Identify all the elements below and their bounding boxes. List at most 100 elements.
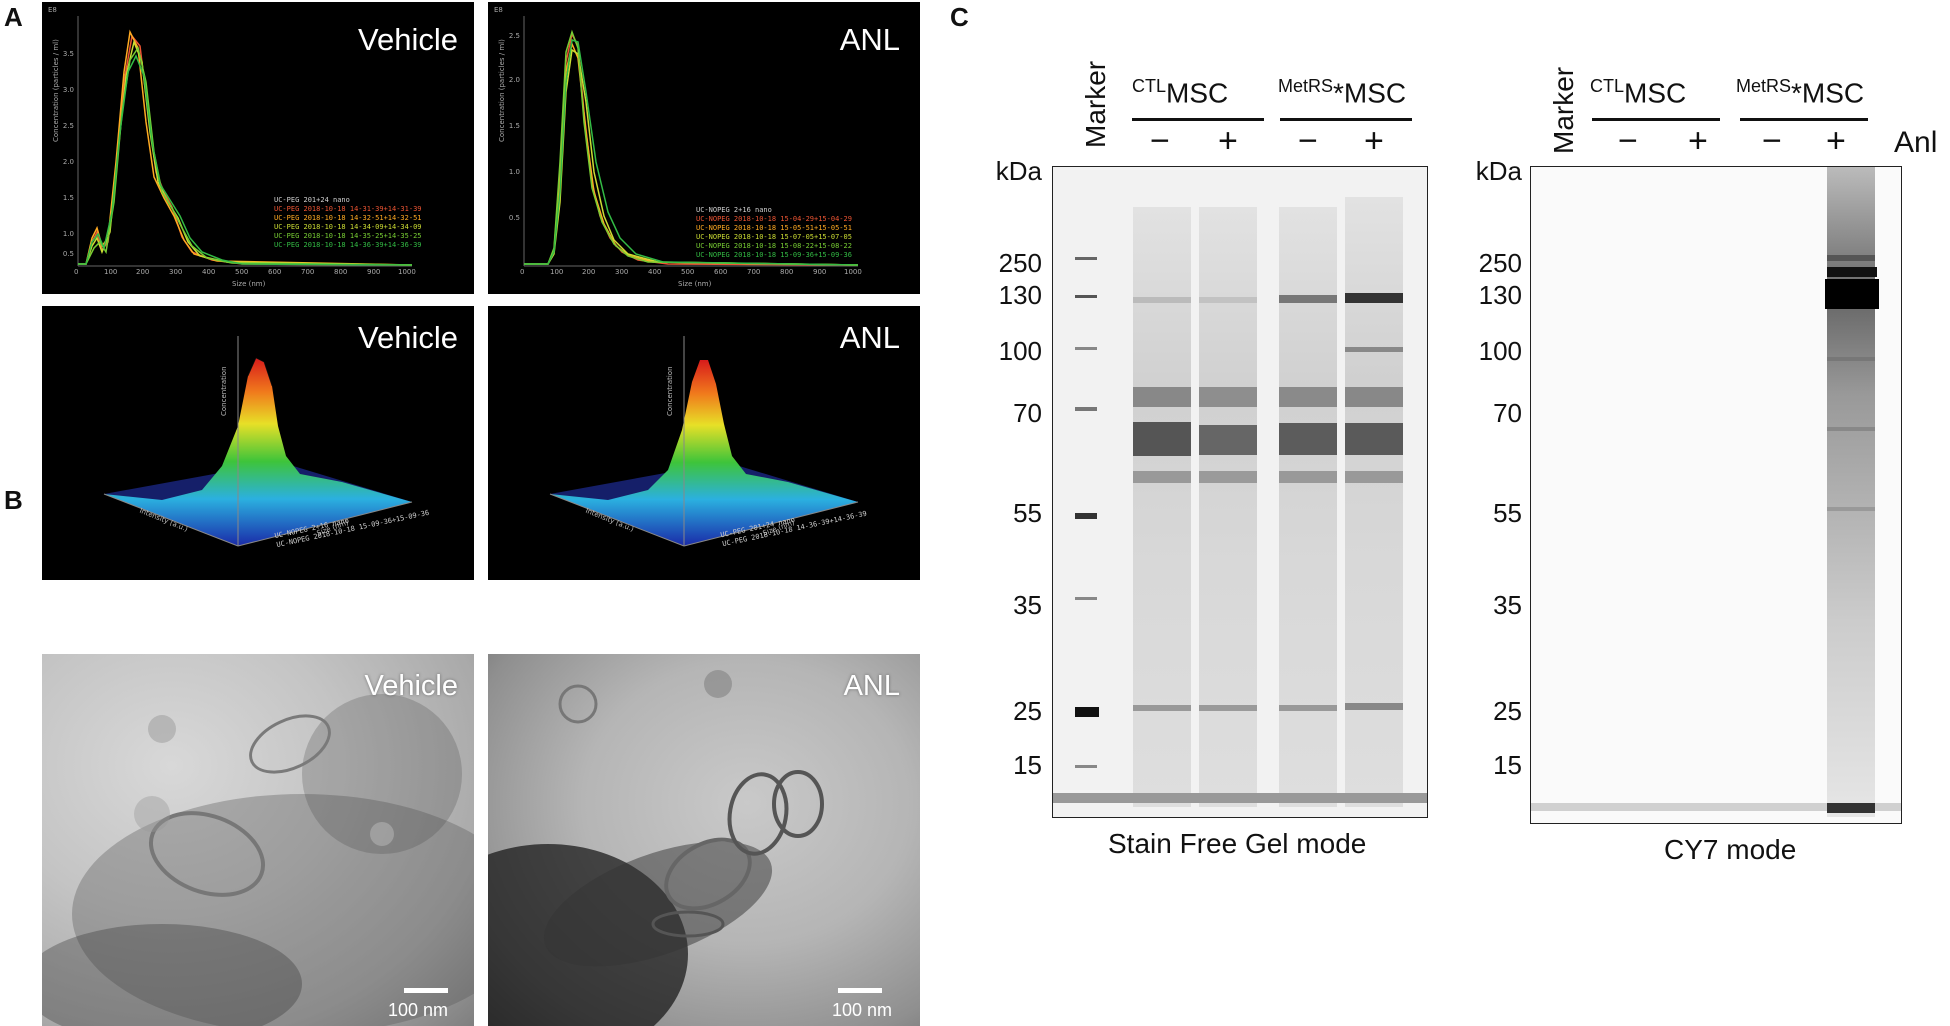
- y-tick: 0.5: [508, 214, 520, 222]
- tem-image-vehicle: Vehicle 100 nm: [42, 654, 474, 1026]
- mw-label: 25: [1013, 696, 1042, 726]
- mw-label: 250: [1478, 248, 1522, 278]
- x-tick: 600: [268, 268, 282, 276]
- x-tick: 800: [334, 268, 348, 276]
- nta-3d-surface-anl: [549, 336, 859, 547]
- y-tick: 1.0: [62, 230, 74, 238]
- x-tick: 400: [648, 268, 662, 276]
- y-tick-stack: 2.5 2.0 1.5 1.0 0.5: [494, 12, 522, 262]
- group-metrs-sup: MetRS: [1736, 76, 1792, 96]
- group-ctl-name: MSC: [1166, 77, 1229, 109]
- y-tick: 3.0: [62, 86, 74, 94]
- panel-label-b: B: [4, 485, 23, 515]
- unit-label: E8: [48, 6, 57, 14]
- scale-label: 100 nm: [832, 1000, 893, 1020]
- caption-cy7: CY7 mode: [1664, 834, 1797, 865]
- group-ctl-header-right: CTLMSC: [1590, 76, 1686, 109]
- x-ticks: 0 100 200 300 400 500 600 700 800 900 10…: [518, 268, 868, 278]
- panel-label-a: A: [4, 2, 23, 32]
- mw-label: 70: [1493, 398, 1522, 428]
- legend-line: UC-PEG 2018-10-18 14-35-25+14-35-25: [274, 232, 422, 240]
- group-metrs-underline: [1280, 118, 1412, 121]
- plus-sign: +: [1364, 122, 1384, 160]
- nta-size-plot-vehicle: E8 3.5 3.0 2.5 2.0 1.5 1.0 0.5 Concentra…: [42, 2, 474, 294]
- x-tick: 100: [104, 268, 118, 276]
- mw-label: 70: [1013, 398, 1042, 428]
- x-tick: 300: [169, 268, 183, 276]
- panel-title: ANL: [839, 22, 900, 57]
- y-tick: 0.5: [62, 250, 74, 258]
- panel-title: Vehicle: [358, 320, 458, 355]
- x-tick: 600: [714, 268, 728, 276]
- y-tick: 2.0: [62, 158, 74, 166]
- blot-stain-free-bands: [1053, 197, 1427, 807]
- kda-label-right: kDa: [1475, 156, 1522, 186]
- minus-sign: −: [1762, 122, 1782, 160]
- mw-label: 250: [998, 248, 1042, 278]
- plus-sign: +: [1688, 122, 1708, 160]
- legend-line: UC-NOPEG 2018-10-18 15-05-51+15-05-51: [696, 224, 852, 232]
- x-tick: 300: [615, 268, 629, 276]
- group-metrs-underline: [1740, 118, 1868, 121]
- x-tick: 900: [367, 268, 381, 276]
- mw-label: 55: [1013, 498, 1042, 528]
- x-ticks: 0 100 200 300 400 500 600 700 800 900 10…: [72, 268, 422, 278]
- tem-label: ANL: [843, 670, 900, 702]
- mw-label: 100: [998, 336, 1042, 366]
- x-tick: 200: [136, 268, 150, 276]
- plus-sign: +: [1218, 122, 1238, 160]
- y-tick: 1.0: [508, 168, 520, 176]
- tem-texture-vehicle: [42, 694, 474, 1026]
- legend-header: UC-NOPEG 2+16 nano: [696, 206, 772, 214]
- x-tick: 900: [813, 268, 827, 276]
- group-metrs-name: *MSC: [1791, 77, 1865, 109]
- nta-3d-plot-vehicle: Concentration Size (nm) Intensity (a.u.)…: [42, 306, 474, 580]
- x-tick: 700: [301, 268, 315, 276]
- group-ctl-name: MSC: [1624, 77, 1687, 109]
- group-metrs-header-right: MetRS*MSC: [1736, 76, 1864, 109]
- nta-size-plot-anl: E8 2.5 2.0 1.5 1.0 0.5 Concentration (pa…: [488, 2, 920, 294]
- nta-size-chart-anl: [523, 16, 859, 267]
- y-tick: 2.0: [508, 76, 520, 84]
- panel-title: Vehicle: [358, 22, 458, 57]
- minus-sign: −: [1150, 122, 1170, 160]
- group-ctl-sup: CTL: [1590, 76, 1625, 96]
- panel-title: ANL: [839, 320, 900, 355]
- x-tick: 1000: [398, 268, 416, 276]
- x-tick: 700: [747, 268, 761, 276]
- tem-image-anl: ANL 100 nm: [488, 654, 920, 1026]
- legend-line: UC-NOPEG 2018-10-18 15-08-22+15-08-22: [696, 242, 852, 250]
- legend-line: UC-PEG 2018-10-18 14-31-39+14-31-39: [274, 205, 422, 213]
- group-metrs-sup: MetRS: [1278, 76, 1334, 96]
- x-tick: 500: [681, 268, 695, 276]
- caption-stain-free: Stain Free Gel mode: [1108, 828, 1367, 859]
- marker-label-right: Marker: [1548, 66, 1579, 154]
- y-tick-stack: 3.5 3.0 2.5 2.0 1.5 1.0 0.5: [48, 12, 76, 262]
- legend-line: UC-NOPEG 2018-10-18 15-07-05+15-07-05: [696, 233, 852, 241]
- mw-label: 130: [998, 280, 1042, 310]
- minus-sign: −: [1298, 122, 1318, 160]
- marker-label-left: Marker: [1080, 60, 1111, 148]
- tem-label: Vehicle: [364, 670, 458, 702]
- group-metrs-header-left: MetRS*MSC: [1278, 76, 1406, 109]
- x-tick: 400: [202, 268, 216, 276]
- legend-line: UC-PEG 2018-10-18 14-32-51+14-32-51: [274, 214, 422, 222]
- legend-line: UC-NOPEG 2018-10-18 15-04-29+15-04-29: [696, 215, 852, 223]
- minus-sign: −: [1618, 122, 1638, 160]
- x-tick: 0: [74, 268, 79, 276]
- group-metrs-name: *MSC: [1333, 77, 1407, 109]
- blot-stain-free: [1052, 166, 1428, 818]
- nta-3d-plot-anl: Concentration Size (nm) Intensity (a.u.)…: [488, 306, 920, 580]
- mw-label: 25: [1493, 696, 1522, 726]
- y-axis-label: Concentration (particles / ml): [52, 39, 60, 142]
- y-tick: 3.5: [62, 50, 74, 58]
- x-tick: 0: [520, 268, 525, 276]
- group-ctl-underline: [1132, 118, 1264, 121]
- z-axis-label: Concentration: [220, 366, 228, 416]
- x-axis-label: Size (nm): [678, 280, 712, 288]
- x-tick: 800: [780, 268, 794, 276]
- x-tick: 1000: [844, 268, 862, 276]
- nta-3d-surface-vehicle: [103, 336, 413, 547]
- group-ctl-header-left: CTLMSC: [1132, 76, 1228, 109]
- legend-line: UC-NOPEG 2018-10-18 15-09-36+15-09-36: [696, 251, 852, 259]
